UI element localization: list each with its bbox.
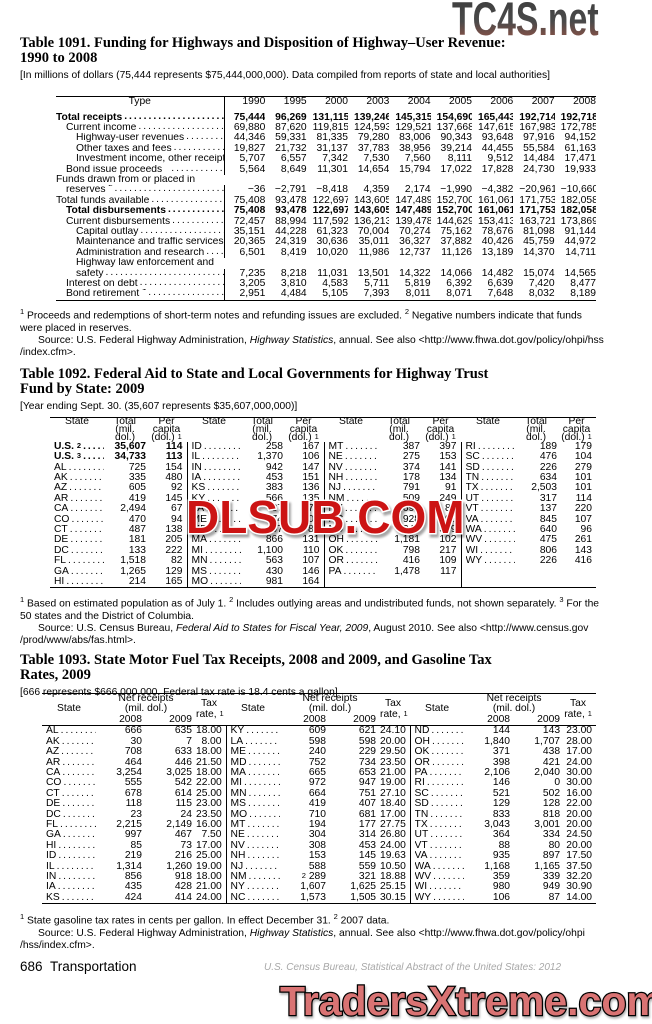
svg-text:DLSUB.COM: DLSUB.COM: [186, 491, 465, 543]
svg-text:TradersXtreme.com: TradersXtreme.com: [280, 978, 652, 1024]
